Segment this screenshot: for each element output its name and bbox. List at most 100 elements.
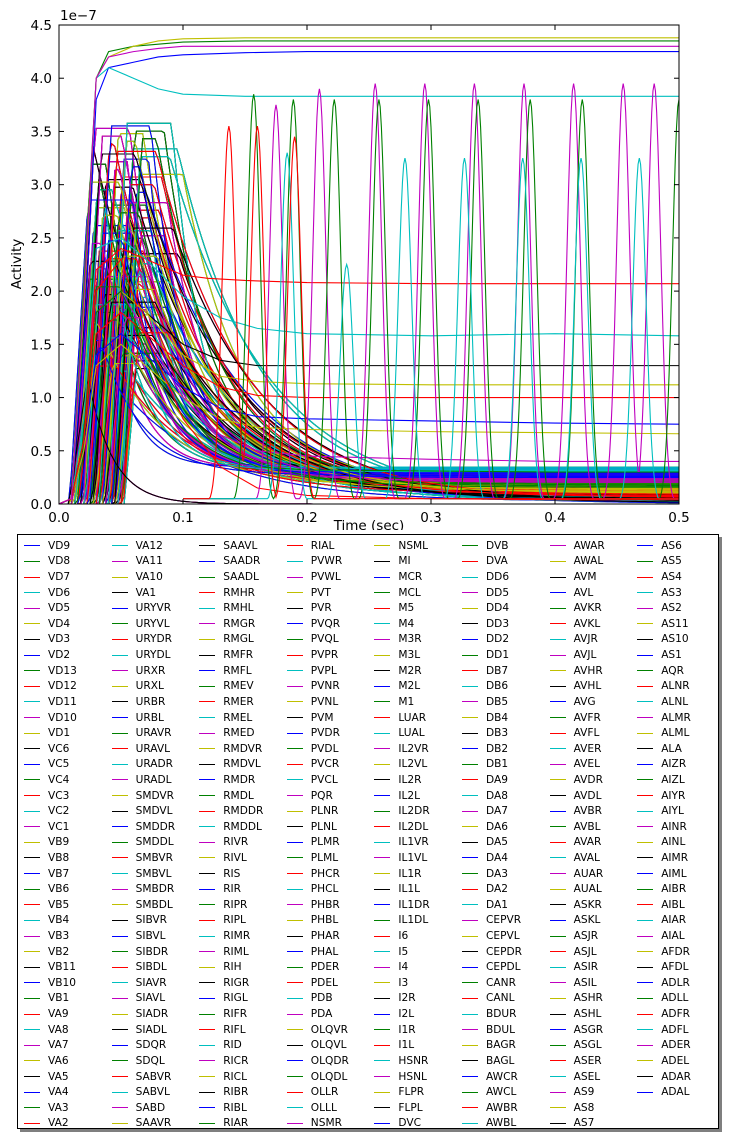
legend-swatch <box>637 873 654 875</box>
legend-label: DD4 <box>486 602 510 615</box>
legend-swatch <box>199 997 216 999</box>
legend-label: VB4 <box>48 914 70 927</box>
legend-label: AWBL <box>486 1117 517 1130</box>
legend-item: CEPDR <box>456 944 543 960</box>
legend-item: AVEL <box>544 757 631 773</box>
legend-item: VD11 <box>18 694 105 710</box>
legend-item: PDEL <box>281 975 368 991</box>
legend-label: AVDR <box>573 773 603 786</box>
legend-item: DA4 <box>456 850 543 866</box>
y-tick-label: 3.5 <box>31 124 52 140</box>
legend-swatch <box>549 841 566 843</box>
legend-swatch <box>462 997 478 999</box>
x-tick-label: 0.4 <box>544 510 565 526</box>
legend-label: ADEL <box>661 1054 690 1067</box>
legend-swatch <box>111 1091 128 1093</box>
legend-item: AVHR <box>544 663 631 679</box>
legend-label: SAAVR <box>135 1117 172 1130</box>
legend-label: AVAL <box>573 851 600 864</box>
legend-item: ADLR <box>631 975 718 991</box>
legend-swatch <box>24 997 40 999</box>
legend-label: SMDVR <box>135 789 175 802</box>
legend-label: DB5 <box>486 695 509 708</box>
legend-swatch <box>199 810 216 812</box>
legend-item: AS5 <box>631 554 718 570</box>
legend-label: M5 <box>398 602 415 615</box>
legend-swatch <box>286 919 303 921</box>
legend-swatch <box>374 904 391 906</box>
legend-item: CEPVR <box>456 913 543 929</box>
legend-swatch <box>637 1076 654 1078</box>
legend-swatch <box>199 1107 216 1109</box>
legend-label: ASGL <box>573 1039 602 1052</box>
legend-item: RIBR <box>193 1084 280 1100</box>
legend-label: I3 <box>398 976 409 989</box>
legend-item: PVT <box>281 585 368 601</box>
legend-item: AS8 <box>544 1100 631 1116</box>
legend-label: AS8 <box>573 1101 595 1114</box>
legend-item: VA10 <box>106 569 193 585</box>
legend-label: M3R <box>398 633 422 646</box>
legend-item: VA2 <box>18 1116 105 1132</box>
legend-item: DD5 <box>456 585 543 601</box>
y-tick-label: 1.5 <box>31 337 52 353</box>
legend-item: AVKR <box>544 600 631 616</box>
legend-swatch <box>24 623 40 625</box>
legend-item: IL1R <box>368 866 455 882</box>
legend-swatch <box>462 826 478 828</box>
legend-swatch <box>111 935 128 937</box>
legend-label: AVJR <box>573 633 598 646</box>
legend-swatch <box>462 904 478 906</box>
legend-swatch <box>462 670 478 672</box>
legend-item: URYVR <box>106 600 193 616</box>
legend-swatch <box>462 654 478 656</box>
series-line <box>59 166 679 504</box>
legend-swatch <box>549 966 566 968</box>
legend-label: ADAL <box>661 1086 690 1099</box>
legend-swatch <box>462 982 478 984</box>
legend-item: SIBVR <box>106 913 193 929</box>
series-line <box>59 122 679 504</box>
legend-item: AS1 <box>631 647 718 663</box>
legend-swatch <box>549 576 566 578</box>
legend-label: SMBDR <box>135 883 175 896</box>
legend-item: SMBDL <box>106 897 193 913</box>
legend-label: SAADL <box>223 571 259 584</box>
legend-swatch <box>199 888 216 890</box>
legend-label: PHBR <box>310 898 340 911</box>
legend-label: SIAVL <box>135 992 166 1005</box>
legend-item: PHCL <box>281 881 368 897</box>
legend-swatch <box>286 1013 303 1015</box>
legend-swatch <box>286 623 303 625</box>
legend-swatch <box>199 685 216 687</box>
legend-swatch <box>549 1122 566 1124</box>
legend: VD9 VD8 VD7 VD6 VD5 VD4 VD3 VD2 VD13 VD12 VD11 VD10… <box>17 534 719 1129</box>
legend-column: RIAL PVWR PVWL PVT PVR PVQR PVQL PVPR PVPL PVNR PV… <box>281 538 368 1131</box>
legend-label: VC1 <box>48 820 70 833</box>
legend-item: PVM <box>281 710 368 726</box>
legend-label: RIPR <box>223 898 248 911</box>
legend-item: DB6 <box>456 678 543 694</box>
legend-swatch <box>24 638 40 640</box>
legend-label: M2L <box>398 680 421 693</box>
legend-label: RMER <box>223 695 254 708</box>
legend-item: RIFR <box>193 1006 280 1022</box>
legend-label: IL1DL <box>398 914 429 927</box>
legend-item: SIAVL <box>106 991 193 1007</box>
legend-item: MCL <box>368 585 455 601</box>
legend-label: NSML <box>398 539 429 552</box>
legend-swatch <box>286 592 303 594</box>
legend-item: PLML <box>281 850 368 866</box>
series-line <box>59 45 679 504</box>
legend-swatch <box>462 592 478 594</box>
legend-label: RID <box>223 1039 242 1052</box>
legend-item: DA3 <box>456 866 543 882</box>
legend-label: SABVL <box>135 1086 170 1099</box>
legend-swatch <box>549 1013 566 1015</box>
legend-label: VA7 <box>48 1039 69 1052</box>
legend-item: SABD <box>106 1100 193 1116</box>
legend-label: ASER <box>573 1054 602 1067</box>
legend-item: OLQVR <box>281 1022 368 1038</box>
legend-swatch <box>462 779 478 781</box>
legend-label: I4 <box>398 961 409 974</box>
